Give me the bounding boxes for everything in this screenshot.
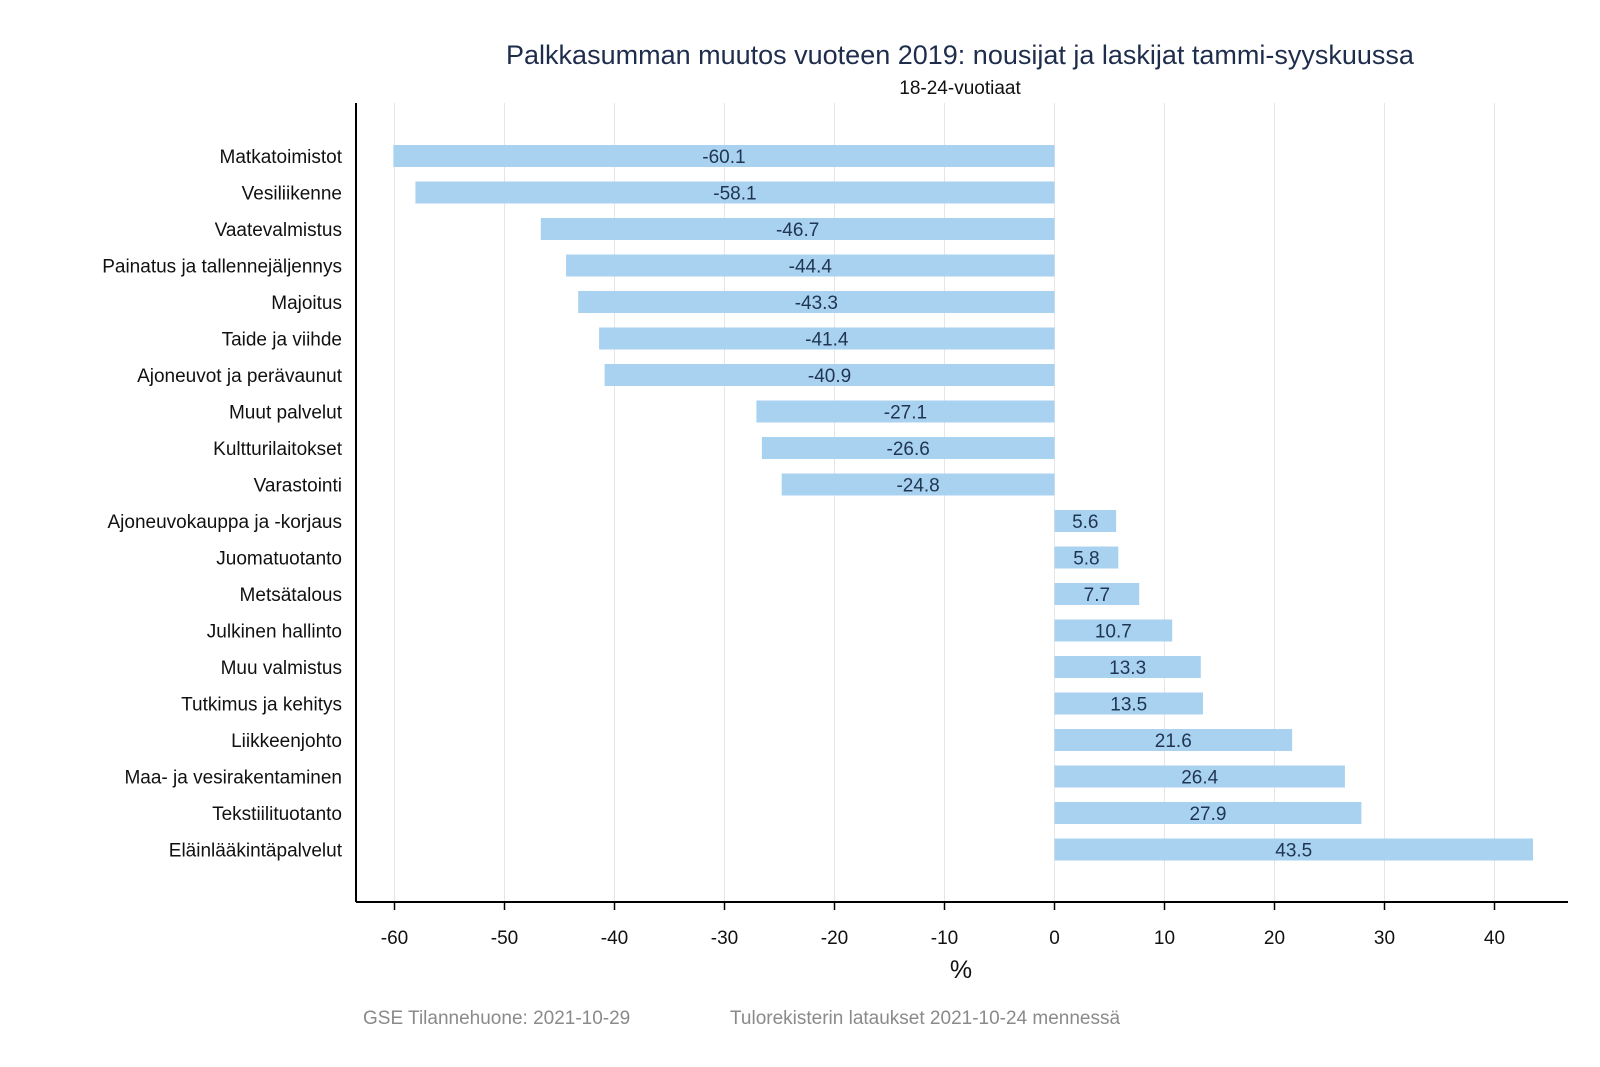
chart-subtitle: 18-24-vuotiaat — [899, 78, 1021, 99]
bar — [781, 473, 1055, 496]
category-label: Vesiliikenne — [242, 184, 342, 205]
bar — [1054, 692, 1203, 715]
x-tick-label: -60 — [381, 928, 408, 949]
bar — [1054, 729, 1293, 751]
category-label: Muu valmistus — [221, 658, 342, 679]
category-label: Eläinlääkintäpalvelut — [169, 841, 343, 862]
x-tick-label: 40 — [1484, 928, 1505, 949]
x-tick-label: -40 — [601, 928, 628, 949]
bar — [1054, 583, 1140, 605]
bar-value-label: -43.3 — [795, 293, 838, 314]
category-label: Vaatevalmistus — [215, 220, 342, 241]
x-tick-label: 10 — [1154, 928, 1175, 949]
x-tick-label: -50 — [491, 928, 518, 949]
bar-value-label: -27.1 — [884, 403, 927, 424]
bar-value-label: 13.3 — [1109, 658, 1146, 679]
category-label: Kultturilaitokset — [213, 439, 343, 460]
category-label: Ajoneuvokauppa ja -korjaus — [108, 512, 343, 533]
bar — [393, 145, 1055, 167]
bar-value-label: -41.4 — [805, 330, 849, 351]
bar-value-label: -58.1 — [713, 184, 756, 205]
x-tick-label: 30 — [1374, 928, 1395, 949]
category-label: Majoitus — [271, 293, 342, 314]
bar — [566, 254, 1055, 277]
bar-value-label: -26.6 — [887, 439, 930, 460]
bar-value-label: -40.9 — [808, 366, 851, 387]
footer-note: Tulorekisterin lataukset 2021-10-24 menn… — [730, 1008, 1120, 1029]
category-label: Matkatoimistot — [220, 147, 343, 168]
category-labels: Matkatoimistot Vesiliikenne Vaatevalmistus… — [102, 147, 342, 862]
bar — [599, 327, 1055, 350]
category-label: Liikkeenjohto — [231, 731, 342, 752]
bar-value-label: -46.7 — [776, 220, 819, 241]
bar — [1054, 510, 1117, 532]
x-tick-label: -30 — [711, 928, 738, 949]
bar-value-label: 26.4 — [1181, 768, 1218, 789]
x-ticks: -60 -50 -40 -30 -20 -10 0 10 20 30 40 — [381, 902, 1505, 949]
bar — [604, 364, 1055, 386]
category-label: Julkinen hallinto — [207, 622, 342, 643]
bar — [415, 181, 1055, 204]
category-label: Ajoneuvot ja perävaunut — [137, 366, 343, 387]
category-label: Maa- ja vesirakentaminen — [124, 768, 342, 789]
bar — [1054, 656, 1201, 678]
bar — [1054, 838, 1533, 861]
x-tick-label: -20 — [821, 928, 848, 949]
bar-value-label: 27.9 — [1189, 804, 1226, 825]
bar-value-label: 43.5 — [1275, 841, 1312, 862]
category-label: Tekstiilituotanto — [212, 804, 342, 825]
bar — [1054, 765, 1345, 788]
category-label: Painatus ja tallennejäljennys — [102, 257, 342, 278]
bar — [1054, 546, 1119, 569]
bar-value-label: 13.5 — [1110, 695, 1147, 716]
bar — [540, 218, 1055, 240]
category-label: Varastointi — [254, 476, 342, 497]
bar — [578, 291, 1055, 313]
bar-value-label: 7.7 — [1084, 585, 1110, 606]
axes — [355, 103, 1568, 903]
category-label: Tutkimus ja kehitys — [181, 695, 342, 716]
chart-title: Palkkasumman muutos vuoteen 2019: nousij… — [506, 40, 1415, 70]
bar — [1054, 619, 1173, 642]
category-label: Taide ja viihde — [222, 330, 342, 351]
x-tick-label: -10 — [931, 928, 958, 949]
category-label: Juomatuotanto — [216, 549, 342, 570]
footer-source: GSE Tilannehuone: 2021-10-29 — [363, 1008, 630, 1029]
bar-value-label: 5.8 — [1073, 549, 1099, 570]
category-label: Muut palvelut — [229, 403, 343, 424]
bars: -60.1 -58.1 -46.7 -44.4 -43.3 -41.4 -40.9 -27.1… — [393, 145, 1533, 862]
bar — [1054, 802, 1362, 824]
bar-value-label: 10.7 — [1095, 622, 1132, 643]
bar — [756, 400, 1055, 423]
x-tick-label: 20 — [1264, 928, 1285, 949]
bar-value-label: 5.6 — [1072, 512, 1098, 533]
bar-value-label: -44.4 — [789, 257, 833, 278]
bar-value-label: -24.8 — [896, 476, 939, 497]
bar — [761, 437, 1055, 459]
bar-value-label: -60.1 — [702, 147, 745, 168]
bar-value-label: 21.6 — [1155, 731, 1192, 752]
category-label: Metsätalous — [240, 585, 342, 606]
x-axis-title: % — [950, 956, 972, 984]
x-tick-label: 0 — [1049, 928, 1060, 949]
